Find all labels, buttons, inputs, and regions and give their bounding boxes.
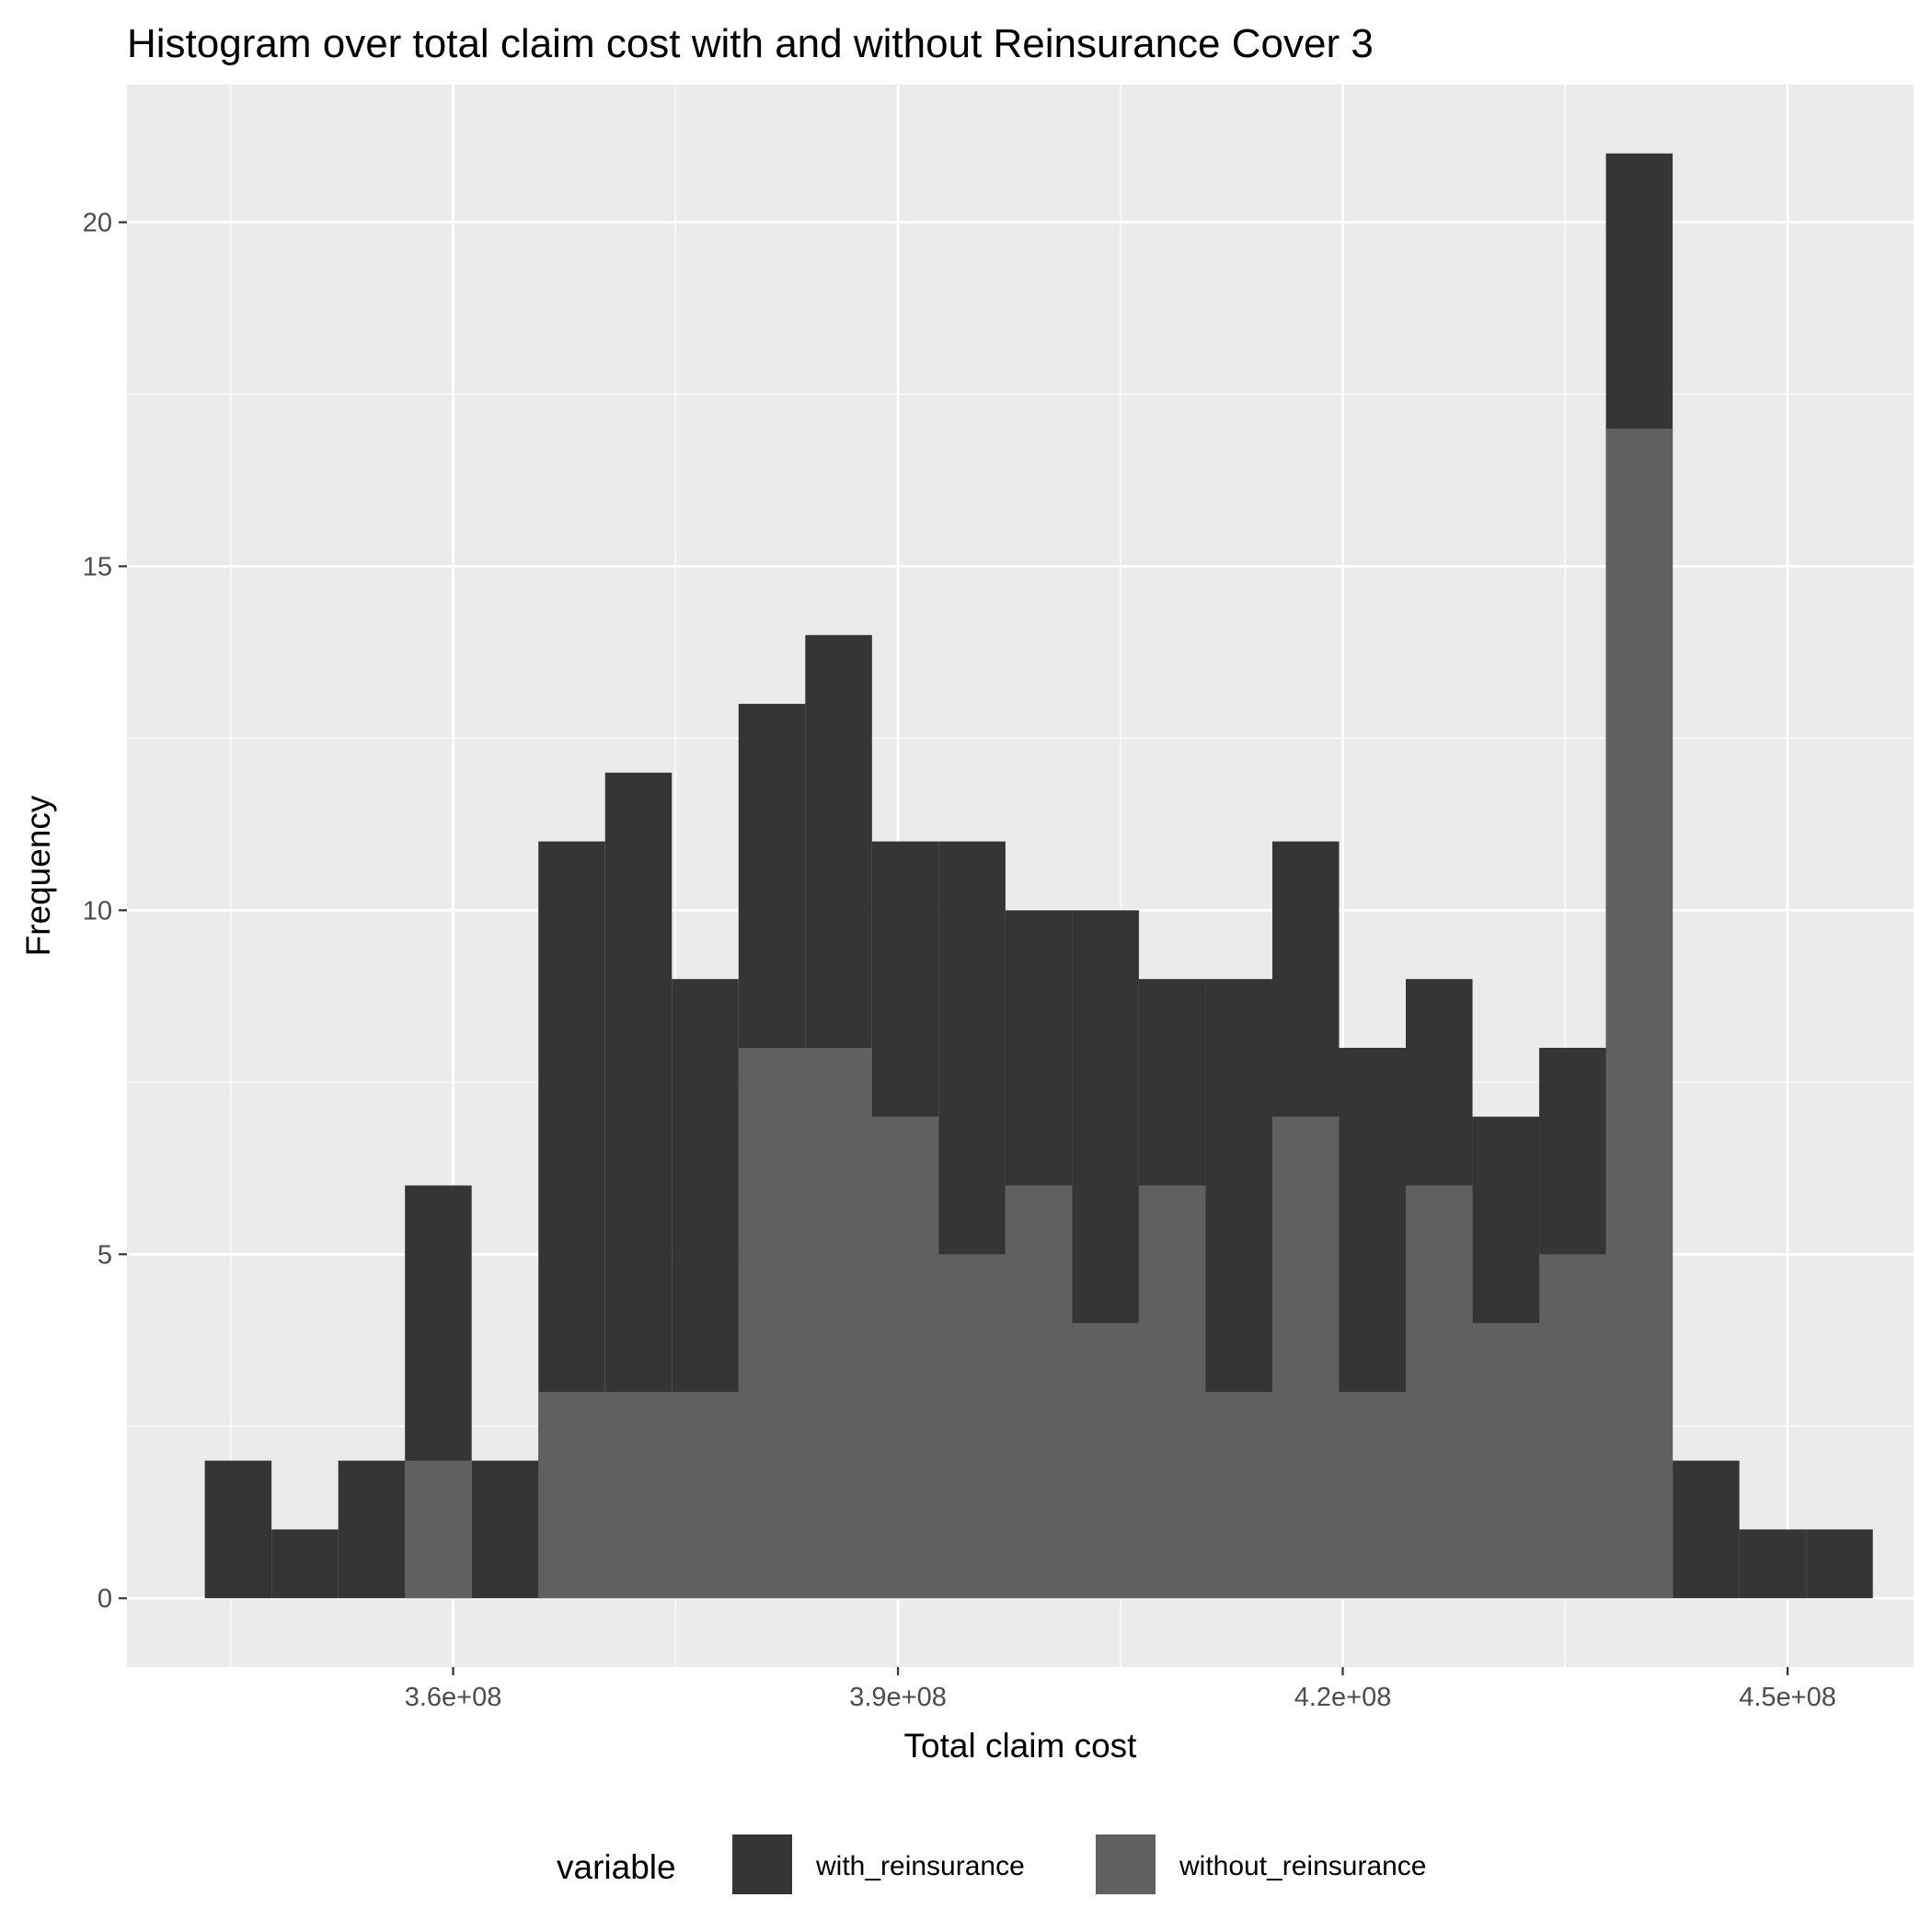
bars-without-reinsurance <box>405 428 1673 1599</box>
bar-without-reinsurance <box>405 1460 472 1599</box>
bar-without-reinsurance <box>538 1391 605 1599</box>
y-tick-label: 15 <box>83 552 112 581</box>
bar-without-reinsurance <box>1539 1254 1606 1599</box>
chart-title: Histogram over total claim cost with and… <box>127 21 1374 66</box>
bar-without-reinsurance <box>1138 1185 1206 1599</box>
bar-without-reinsurance <box>938 1254 1006 1599</box>
bar-with-reinsurance <box>204 1460 272 1599</box>
bar-without-reinsurance <box>672 1391 739 1599</box>
x-axis-title: Total claim cost <box>904 1727 1138 1765</box>
legend-key-with-reinsurance <box>730 1833 794 1896</box>
bar-without-reinsurance <box>1406 1185 1473 1599</box>
y-axis: 0 5 10 15 20 <box>83 209 127 1614</box>
bar-without-reinsurance <box>738 1047 806 1599</box>
bar-without-reinsurance <box>1271 1116 1340 1599</box>
bar-with-reinsurance <box>271 1529 339 1599</box>
bar-without-reinsurance <box>1072 1323 1139 1599</box>
x-tick-label: 3.6e+08 <box>405 1683 502 1712</box>
bar-without-reinsurance <box>805 1047 872 1599</box>
bar-without-reinsurance <box>1472 1323 1540 1599</box>
bar-with-reinsurance <box>1673 1460 1740 1599</box>
bar-without-reinsurance <box>1605 428 1673 1599</box>
x-tick-label: 4.5e+08 <box>1739 1683 1836 1712</box>
legend: variable with_reinsurance without_reinsu… <box>557 1833 1427 1896</box>
legend-label-with-reinsurance: with_reinsurance <box>815 1851 1025 1881</box>
bar-with-reinsurance <box>1806 1529 1873 1599</box>
y-tick-label: 20 <box>83 209 112 238</box>
x-axis: 3.6e+08 3.9e+08 4.2e+08 4.5e+08 <box>405 1667 1836 1712</box>
legend-label-without-reinsurance: without_reinsurance <box>1179 1851 1427 1881</box>
bar-with-reinsurance <box>338 1460 406 1599</box>
bar-without-reinsurance <box>871 1116 939 1599</box>
legend-title: variable <box>557 1848 676 1886</box>
bar-without-reinsurance <box>1339 1391 1407 1599</box>
bar-with-reinsurance <box>1739 1529 1807 1599</box>
y-tick-label: 0 <box>98 1584 112 1614</box>
y-tick-label: 10 <box>83 896 112 926</box>
bar-without-reinsurance <box>1205 1391 1272 1599</box>
y-axis-title: Frequency <box>19 795 57 956</box>
y-tick-label: 5 <box>98 1240 112 1270</box>
legend-key-without-reinsurance <box>1094 1833 1157 1896</box>
bar-with-reinsurance <box>471 1460 539 1599</box>
x-tick-label: 4.2e+08 <box>1294 1683 1392 1712</box>
bar-without-reinsurance <box>604 1391 673 1599</box>
x-tick-label: 3.9e+08 <box>849 1683 947 1712</box>
bar-without-reinsurance <box>1005 1185 1073 1599</box>
